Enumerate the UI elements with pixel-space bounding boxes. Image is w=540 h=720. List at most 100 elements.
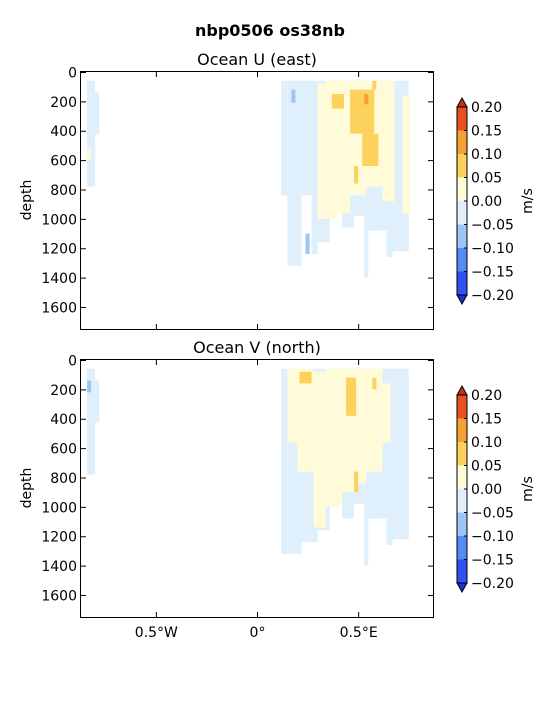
y-tick-label: 0 (68, 354, 77, 370)
colorbar-tick-label: 0.20 (471, 100, 502, 116)
heatmap-cell (291, 89, 296, 103)
colorbar-tick-label: −0.20 (471, 288, 514, 304)
heatmap-cell (281, 80, 288, 196)
colorbar-segment (457, 489, 467, 513)
heatmap-cell (354, 471, 359, 493)
y-tick-label: 1200 (41, 530, 77, 546)
colorbar-tick-label: 0.15 (471, 124, 502, 140)
heatmap-cell (317, 83, 326, 219)
heatmap-cell (337, 80, 351, 213)
heatmap-cell (311, 80, 318, 255)
y-tick-label: 1000 (41, 212, 77, 228)
y-tick-label: 200 (50, 95, 77, 111)
colorbar-segment (457, 177, 467, 201)
heatmap-cell (287, 368, 298, 443)
y-tick-label: 200 (50, 383, 77, 399)
heatmap-cell (372, 80, 377, 90)
heatmap-cells-v (87, 368, 409, 566)
heatmap-cell (382, 383, 391, 443)
y-tick-label: 600 (50, 442, 77, 458)
heatmap-cell (95, 380, 100, 424)
figure-title: nbp0506 os38nb (195, 21, 345, 40)
y-tick-label: 0 (68, 66, 77, 82)
heatmap-cell (364, 94, 369, 105)
heatmap-cell (299, 371, 312, 384)
y-tick-label: 800 (50, 471, 77, 487)
y-tick-label: 800 (50, 183, 77, 199)
colorbar-extend-bottom (456, 582, 468, 594)
colorbar-label-u: m/s (520, 188, 536, 214)
colorbar-tick-label: 0.15 (471, 412, 502, 428)
colorbar-segment (457, 559, 467, 583)
heatmap-cell (350, 89, 375, 134)
colorbar-segment (457, 130, 467, 154)
colorbar-extend-top (456, 384, 468, 396)
panel-v: 0.5°W 0° 0.5°E 0 200 400 600 800 1000 1200 1400 16… (19, 338, 536, 641)
heatmap-cell (287, 80, 302, 266)
colorbar-segment (457, 395, 467, 419)
plot-frame-v (80, 359, 434, 618)
panel-u: 0 200 400 600 800 1000 1200 1400 1600 Ocean U (e… (19, 50, 536, 330)
heatmap-cell (281, 368, 288, 554)
heatmap-cell (313, 371, 326, 528)
colorbar-tick-label: −0.05 (471, 506, 514, 522)
colorbar-extend-bottom (456, 294, 468, 306)
heatmap-cells-u (87, 80, 411, 278)
colorbar-tick-label: 0.05 (471, 171, 502, 187)
heatmap-cell (331, 94, 344, 109)
y-tick-label: 1600 (41, 588, 77, 604)
y-tick-label: 400 (50, 412, 77, 428)
colorbar-segment (457, 418, 467, 442)
colorbar-segment (457, 248, 467, 272)
y-axis-label-u: depth (19, 180, 35, 221)
y-tick-label: 400 (50, 124, 77, 140)
colorbar-segment (457, 107, 467, 131)
y-ticks-v: 0 200 400 600 800 1000 1200 1400 1600 (41, 354, 433, 604)
colorbar-tick-label: 0.05 (471, 459, 502, 475)
colorbar-segment (457, 442, 467, 466)
heatmap-cell (386, 368, 393, 546)
y-tick-label: 1400 (41, 559, 77, 575)
plot-frame-u (80, 71, 434, 330)
heatmap-cell (362, 133, 379, 166)
colorbar-tick-label: −0.10 (471, 241, 514, 257)
heatmap-cell (382, 80, 395, 202)
colorbar-u: −0.20 −0.15 −0.10 −0.05 0.00 0.05 0.10 0.15 0.20 (456, 96, 514, 306)
heatmap-cell (402, 95, 411, 213)
heatmap-cell (87, 80, 96, 187)
colorbar-segment (457, 536, 467, 560)
colorbar-tick-label: 0.10 (471, 147, 502, 163)
y-tick-label: 1000 (41, 500, 77, 516)
y-tick-label: 600 (50, 154, 77, 170)
y-axis-label-v: depth (19, 468, 35, 509)
heatmap-cell (325, 368, 342, 507)
colorbar-tick-label: 0.10 (471, 435, 502, 451)
colorbar-tick-label: −0.15 (471, 265, 514, 281)
colorbar-tick-label: 0.20 (471, 388, 502, 404)
heatmap-cell (325, 80, 338, 219)
y-tick-label: 1600 (41, 300, 77, 316)
x-tick-label: 0.5°E (340, 625, 378, 641)
colorbar-tick-label: −0.20 (471, 576, 514, 592)
heatmap-cell (87, 380, 92, 393)
panel-title-v: Ocean V (north) (193, 338, 321, 357)
colorbar-segment (457, 465, 467, 489)
heatmap-cell (372, 377, 377, 390)
y-tick-label: 1200 (41, 242, 77, 258)
colorbar-segment (457, 154, 467, 178)
x-tick-label: 0° (250, 625, 266, 641)
heatmap-cell (354, 368, 367, 484)
colorbar-segment (457, 224, 467, 248)
heatmap-cell (354, 165, 359, 184)
x-ticks-u (155, 72, 360, 329)
colorbar-tick-label: −0.10 (471, 529, 514, 545)
colorbar-tick-label: −0.05 (471, 218, 514, 234)
heatmap-cell (366, 368, 383, 472)
colorbar-tick-label: 0.00 (471, 194, 502, 210)
colorbar-segment (457, 512, 467, 536)
heatmap-cell (95, 92, 100, 136)
heatmap-cell (305, 233, 310, 255)
x-ticks-v: 0.5°W 0° 0.5°E (135, 360, 378, 641)
heatmap-cell (297, 368, 314, 472)
